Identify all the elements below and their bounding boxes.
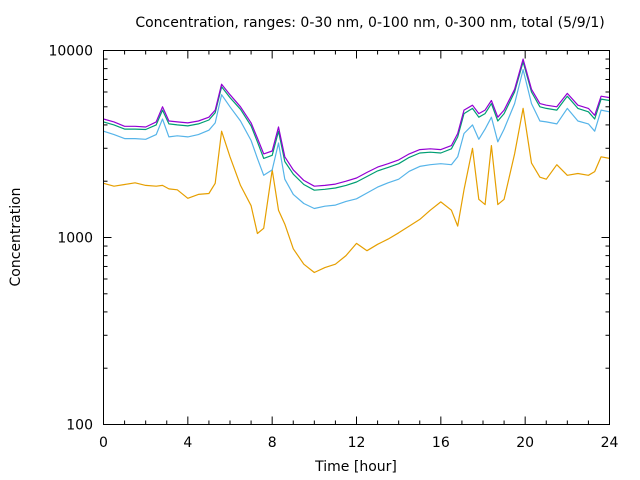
- series-line-0-30-nm: [103, 107, 610, 274]
- x-tick-label: 4: [183, 435, 192, 451]
- y-tick-label: 100: [66, 418, 93, 434]
- x-tick-label: 8: [268, 435, 277, 451]
- x-tick-label: 12: [348, 435, 366, 451]
- series-line-total: [103, 58, 610, 187]
- series-group: [103, 58, 610, 274]
- x-axis-label: Time [hour]: [314, 459, 397, 475]
- series-line-0-100-nm: [103, 68, 610, 210]
- x-tick-label: 0: [99, 435, 108, 451]
- axis-ticks: [103, 50, 610, 425]
- y-axis-label: Concentration: [8, 187, 24, 286]
- x-tick-label: 20: [516, 435, 534, 451]
- plot-frame: [103, 50, 610, 425]
- series-line-0-300-nm: [103, 61, 610, 191]
- x-tick-label: 24: [601, 435, 619, 451]
- chart-title: Concentration, ranges: 0-30 nm, 0-100 nm…: [135, 15, 604, 31]
- y-tick-label: 1000: [57, 231, 93, 247]
- tick-labels: 0 4 8 12 16 20 24 100 1000 10000: [48, 44, 618, 452]
- x-tick-label: 16: [432, 435, 450, 451]
- y-tick-label: 10000: [48, 44, 93, 60]
